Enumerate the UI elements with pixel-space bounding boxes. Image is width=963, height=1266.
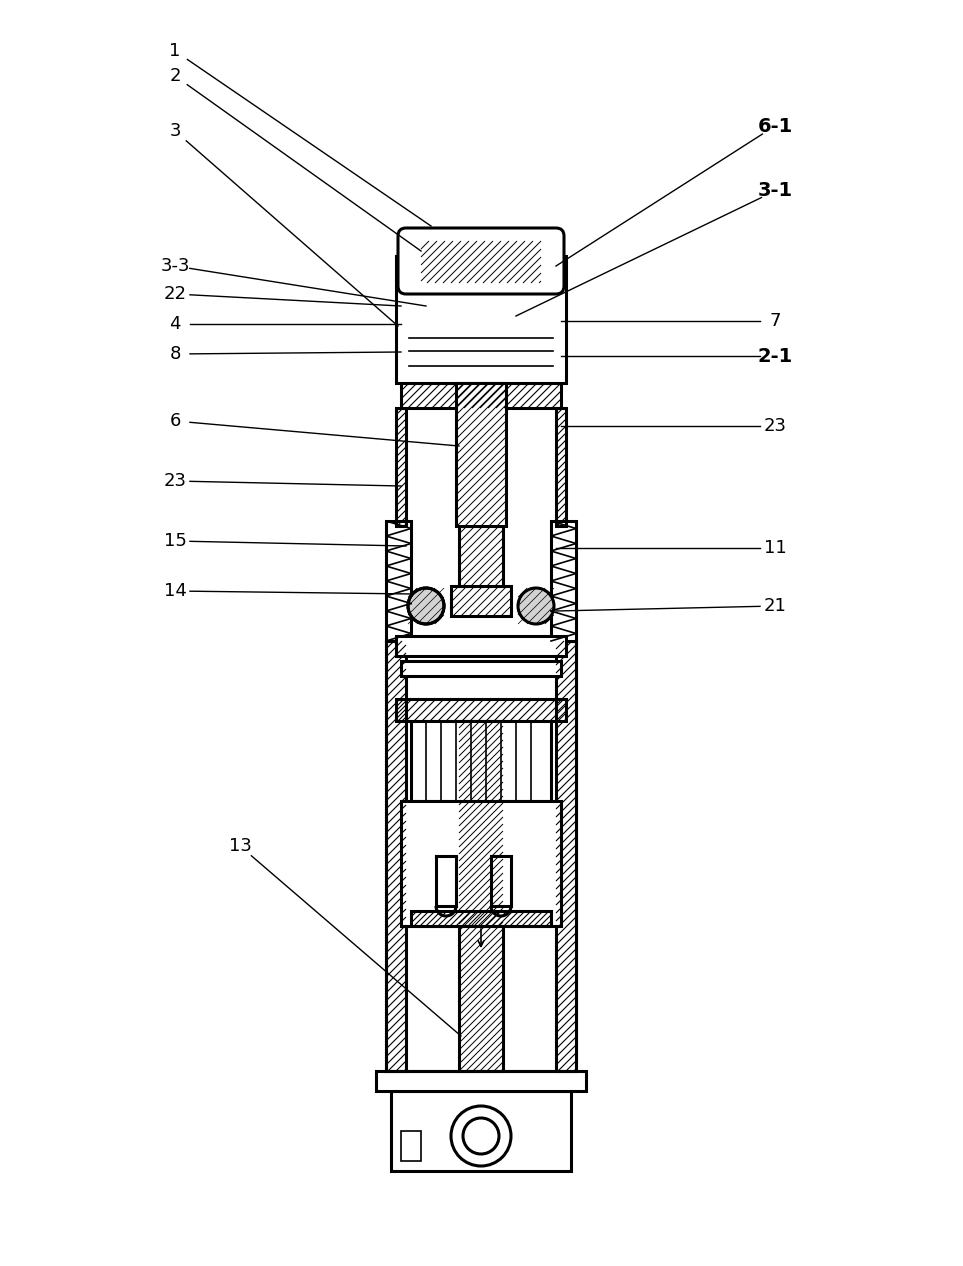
Text: 14: 14 xyxy=(164,582,187,600)
Bar xyxy=(459,722,503,1071)
Bar xyxy=(401,661,561,676)
Text: 8: 8 xyxy=(169,346,181,363)
Text: 7: 7 xyxy=(769,311,781,330)
Bar xyxy=(386,641,576,1071)
Bar xyxy=(456,384,506,525)
Text: 23: 23 xyxy=(164,472,187,490)
Bar xyxy=(376,1071,586,1091)
Text: 2: 2 xyxy=(169,67,181,85)
Bar xyxy=(551,522,576,641)
Bar xyxy=(386,641,406,1071)
Bar xyxy=(396,636,566,656)
Text: 3-3: 3-3 xyxy=(160,257,190,275)
Text: 22: 22 xyxy=(164,285,187,303)
Bar xyxy=(459,525,503,586)
Text: 21: 21 xyxy=(764,598,787,615)
Bar xyxy=(401,384,561,408)
Text: 23: 23 xyxy=(764,417,787,436)
Text: 6: 6 xyxy=(169,411,181,430)
Bar xyxy=(556,641,576,1071)
Bar xyxy=(386,522,411,641)
Text: 15: 15 xyxy=(164,532,187,549)
Bar xyxy=(401,801,561,925)
Text: 6-1: 6-1 xyxy=(757,116,793,135)
Bar xyxy=(401,1131,421,1161)
Circle shape xyxy=(408,587,444,624)
Bar xyxy=(411,912,551,925)
Bar xyxy=(391,1091,571,1171)
Text: 3-1: 3-1 xyxy=(758,181,793,200)
Circle shape xyxy=(518,587,554,624)
FancyBboxPatch shape xyxy=(398,228,564,294)
Text: 4: 4 xyxy=(169,315,181,333)
Text: 2-1: 2-1 xyxy=(757,347,793,366)
Bar xyxy=(396,408,406,525)
Text: 1: 1 xyxy=(169,42,181,60)
Bar xyxy=(451,586,511,617)
Text: 11: 11 xyxy=(764,539,787,557)
Bar xyxy=(396,699,566,722)
Text: 13: 13 xyxy=(228,837,251,855)
Bar xyxy=(411,722,551,801)
Polygon shape xyxy=(396,256,566,384)
Bar xyxy=(556,408,566,525)
Text: 3: 3 xyxy=(169,122,181,141)
